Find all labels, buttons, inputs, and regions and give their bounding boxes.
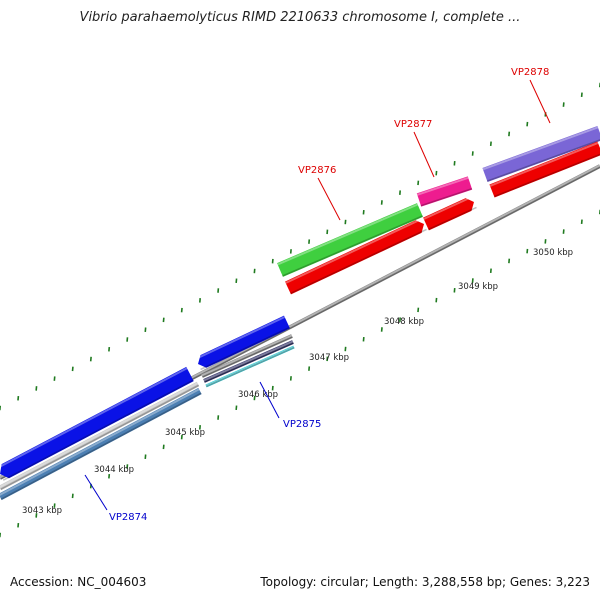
accession-text: Accession: NC_004603 xyxy=(10,575,147,589)
gene-labels[interactable]: VP2874 VP2875 VP2876 VP2877 VP2878 xyxy=(84,67,551,523)
gene-feature-steel[interactable] xyxy=(0,387,202,501)
gene-feature-red-a[interactable] xyxy=(285,218,427,295)
gene-label[interactable]: VP2876 xyxy=(298,165,336,176)
gene-feature-red-c[interactable] xyxy=(489,141,600,198)
gene-feature-vp2877[interactable] xyxy=(416,176,473,207)
gene-label[interactable]: VP2877 xyxy=(394,119,432,130)
tick-label: 3046 kbp xyxy=(238,390,278,400)
gene-feature-red-b[interactable] xyxy=(423,196,477,231)
gene-features[interactable] xyxy=(0,125,600,501)
tick-label: 3043 kbp xyxy=(22,506,62,516)
gene-pointer-line xyxy=(529,79,551,124)
gene-feature-vp2878[interactable] xyxy=(482,125,600,183)
gene-label[interactable]: VP2878 xyxy=(511,67,549,78)
gene-label[interactable]: VP2875 xyxy=(283,419,321,430)
tick-label: 3049 kbp xyxy=(458,282,498,292)
minor-tick-dots xyxy=(0,82,600,538)
gene-feature-grey-track[interactable] xyxy=(0,381,200,491)
map-title: Vibrio parahaemolyticus RIMD 2210633 chr… xyxy=(79,10,521,25)
tick-label: 3045 kbp xyxy=(165,428,205,438)
tick-label: 3050 kbp xyxy=(533,248,573,258)
gene-feature-vp2876[interactable] xyxy=(277,203,423,277)
gene-pointer-line xyxy=(259,381,280,419)
summary-text: Topology: circular; Length: 3,288,558 bp… xyxy=(260,575,590,589)
gene-feature-vp2875-upper[interactable] xyxy=(195,315,290,371)
gene-pointer-line xyxy=(84,474,108,511)
tick-label: 3044 kbp xyxy=(94,465,134,475)
tick-label: 3048 kbp xyxy=(384,317,424,327)
tick-label: 3047 kbp xyxy=(309,353,349,363)
gene-pointer-line xyxy=(317,177,341,221)
gene-feature-dark-short[interactable] xyxy=(203,340,294,383)
gene-pointer-line xyxy=(413,131,435,178)
tick-labels: 3043 kbp 3044 kbp 3045 kbp 3046 kbp 3047 kbp… xyxy=(22,248,573,516)
gene-feature-grey-short[interactable] xyxy=(201,334,293,378)
gene-feature-cyan-short[interactable] xyxy=(205,345,295,388)
gene-feature-vp2874[interactable] xyxy=(0,366,194,481)
gene-label[interactable]: VP2874 xyxy=(109,512,147,523)
